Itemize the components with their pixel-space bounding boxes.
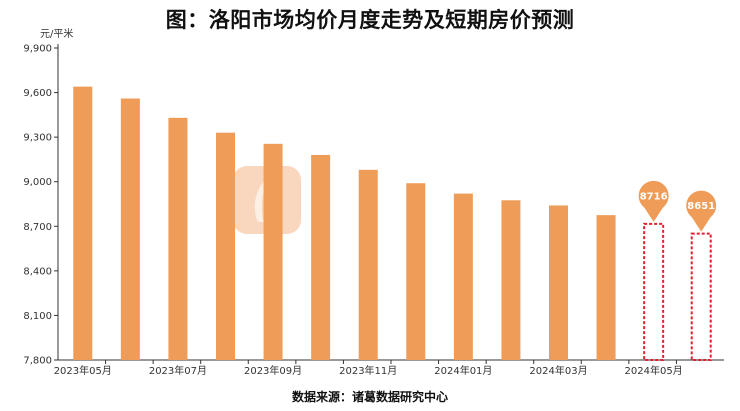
x-tick-label: 2023年09月 <box>244 364 302 377</box>
x-tick-label: 2023年07月 <box>149 364 207 377</box>
prediction-label: 8716 <box>640 191 668 202</box>
bar <box>73 86 93 360</box>
x-tick-label: 2024年05月 <box>625 364 683 377</box>
prediction-label: 8651 <box>687 201 715 212</box>
bar <box>311 154 331 360</box>
chart-title: 图：洛阳市场均价月度走势及短期房价预测 <box>165 8 575 32</box>
x-tick-label: 2023年11月 <box>339 364 397 377</box>
y-tick-label: 8,100 <box>23 311 52 322</box>
bar <box>596 215 616 360</box>
x-tick-label: 2023年05月 <box>54 364 112 377</box>
bar <box>168 117 188 360</box>
bar <box>358 169 378 360</box>
prediction-bar <box>643 222 665 361</box>
x-tick-label: 2024年03月 <box>529 364 587 377</box>
prediction-pin <box>686 190 717 221</box>
y-tick-label: 8,400 <box>23 266 52 277</box>
y-tick-label: 8,700 <box>23 222 52 233</box>
y-axis-unit: 元/平米 <box>40 29 74 40</box>
bar <box>406 183 426 360</box>
prediction-pin <box>638 180 669 211</box>
y-tick-label: 9,900 <box>23 44 52 55</box>
bar <box>549 205 568 360</box>
x-tick-label: 2024年01月 <box>434 364 492 377</box>
bar <box>216 132 235 360</box>
y-tick-label: 7,800 <box>23 356 52 367</box>
bar <box>453 193 473 360</box>
bar <box>263 143 283 360</box>
bar <box>120 98 140 360</box>
y-tick-label: 9,000 <box>23 177 52 188</box>
y-tick-label: 9,300 <box>23 133 52 144</box>
prediction-bar <box>690 232 712 362</box>
y-tick-label: 9,600 <box>23 88 52 99</box>
bar <box>501 200 521 360</box>
source-note: 数据来源：诸葛数据研究中心 <box>291 390 448 404</box>
